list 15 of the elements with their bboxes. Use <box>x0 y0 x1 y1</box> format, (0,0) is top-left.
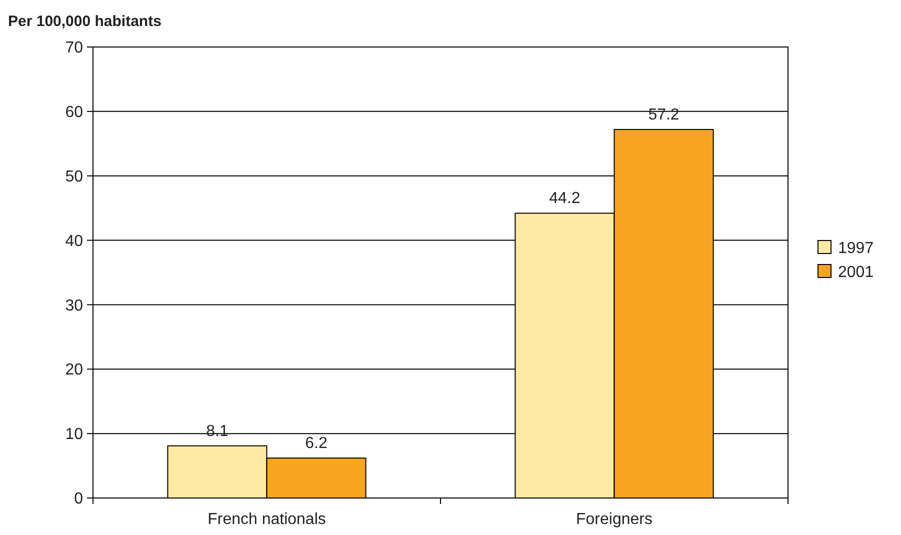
legend-label: 2001 <box>838 264 874 282</box>
x-tick-label: French nationals <box>208 511 326 528</box>
y-tick-label: 50 <box>65 168 84 186</box>
data-label: 6.2 <box>305 435 328 452</box>
data-label: 44.2 <box>549 190 580 208</box>
y-tick-label: 30 <box>65 297 84 314</box>
y-tick-label: 40 <box>65 232 84 250</box>
y-tick-label: 60 <box>65 104 84 122</box>
y-tick-label: 10 <box>65 426 84 444</box>
y-tick-label: 20 <box>65 362 84 379</box>
y-tick-label: 0 <box>74 490 84 508</box>
legend-label: 1997 <box>838 240 874 258</box>
x-tick-label: Foreigners <box>576 511 652 528</box>
y-axis-title: Per 100,000 habitants <box>8 13 162 30</box>
y-tick-label: 70 <box>65 40 84 57</box>
